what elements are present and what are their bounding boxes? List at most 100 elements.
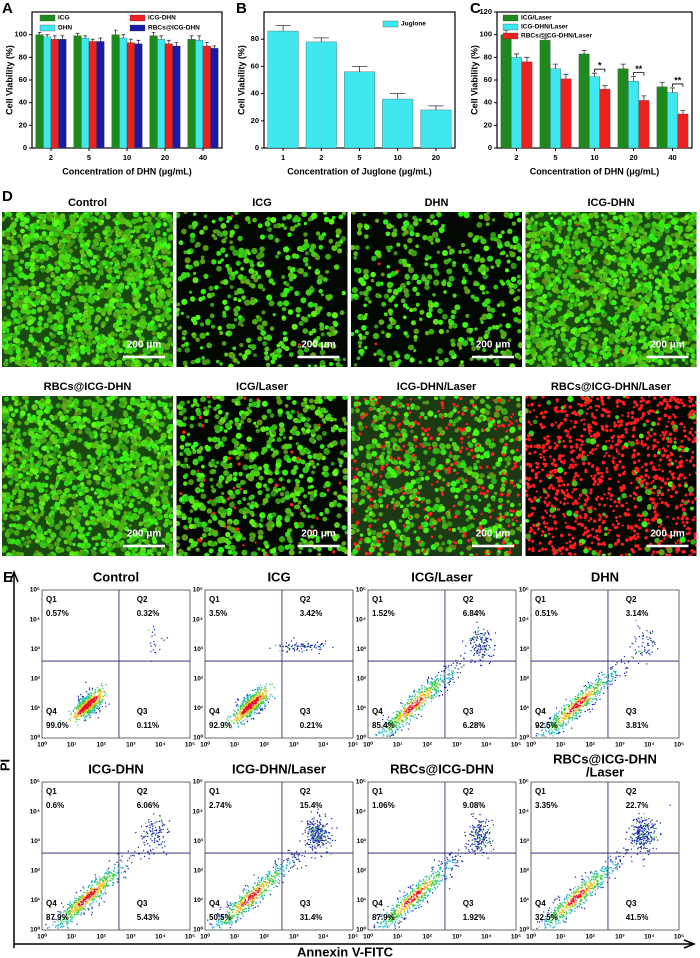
cell — [447, 258, 452, 262]
cell — [660, 280, 665, 285]
cells — [351, 212, 522, 367]
cell — [288, 285, 294, 292]
cell — [289, 226, 296, 232]
cell — [358, 348, 365, 355]
cell — [552, 323, 556, 327]
cell — [688, 241, 695, 248]
cell — [162, 255, 167, 260]
cell — [625, 244, 632, 252]
cell — [374, 342, 378, 346]
legend-label: ICG-DHN/Laser — [521, 24, 568, 31]
cell — [55, 305, 61, 310]
cell — [128, 272, 132, 277]
cell — [623, 301, 627, 306]
cell — [298, 321, 304, 326]
cell — [500, 302, 505, 307]
cell — [475, 282, 480, 287]
cell — [583, 319, 588, 324]
cell — [590, 269, 594, 274]
cell — [380, 272, 385, 277]
cell — [497, 239, 502, 244]
cell — [46, 360, 50, 364]
cell — [432, 318, 439, 325]
cell — [34, 327, 39, 333]
cell — [613, 246, 620, 253]
cell — [679, 282, 686, 290]
cell — [481, 291, 486, 295]
cell — [39, 222, 44, 227]
cell — [162, 222, 168, 227]
cell — [364, 313, 368, 317]
cell — [152, 396, 157, 400]
cell — [261, 287, 266, 292]
cell — [646, 254, 651, 259]
cell — [545, 350, 552, 356]
cell — [192, 271, 197, 276]
cell — [105, 214, 111, 220]
cell — [75, 232, 79, 237]
cell — [222, 279, 229, 285]
cell — [583, 334, 587, 338]
cell — [106, 543, 111, 548]
cell — [305, 289, 312, 296]
cell — [531, 337, 538, 344]
cell — [577, 221, 581, 226]
cell — [382, 212, 388, 215]
cell — [400, 298, 406, 304]
cell — [653, 269, 657, 273]
cell — [354, 296, 359, 301]
cell — [73, 314, 80, 321]
cell — [226, 266, 233, 273]
cell — [115, 294, 121, 300]
cell — [24, 399, 29, 404]
cell — [415, 244, 420, 249]
cell — [111, 287, 116, 292]
cell — [95, 306, 102, 313]
cell — [93, 225, 97, 230]
cell — [557, 258, 562, 263]
cell — [7, 253, 14, 260]
cell — [256, 324, 263, 331]
cell — [354, 245, 360, 251]
cell — [579, 362, 586, 367]
bar — [656, 86, 668, 149]
error-bar — [60, 35, 65, 40]
cell — [28, 334, 33, 338]
cell — [30, 212, 36, 215]
cell — [114, 423, 119, 428]
cell — [673, 272, 677, 276]
cell — [38, 281, 45, 288]
cell — [125, 344, 132, 351]
cell — [634, 232, 640, 238]
cell — [59, 213, 66, 219]
cell — [63, 341, 68, 346]
cell — [609, 362, 614, 367]
cell — [4, 513, 8, 518]
cell — [264, 346, 270, 352]
cell — [132, 320, 138, 326]
micrograph: 200 μm — [176, 212, 348, 367]
cell — [134, 425, 139, 429]
cell — [19, 347, 24, 352]
cell — [554, 357, 558, 362]
cell — [556, 236, 564, 244]
cell — [145, 234, 150, 239]
cell — [9, 276, 15, 281]
cell — [69, 302, 74, 307]
cell — [320, 293, 325, 297]
cell — [43, 531, 48, 536]
cell — [652, 330, 657, 335]
cell — [468, 255, 473, 260]
y-tick-label: 60 — [484, 75, 492, 84]
cell — [266, 216, 271, 222]
cell — [623, 255, 628, 260]
cell — [613, 334, 618, 340]
cell — [113, 536, 118, 542]
cell — [48, 543, 55, 550]
cell — [368, 300, 372, 304]
cell — [567, 221, 572, 226]
cell — [292, 217, 298, 223]
cell — [9, 504, 13, 509]
cell — [116, 264, 122, 270]
cell — [596, 320, 602, 326]
